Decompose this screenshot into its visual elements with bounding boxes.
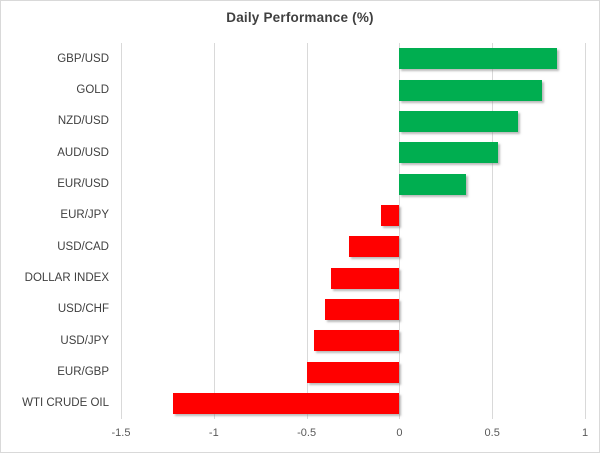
x-tick-label: -1 bbox=[208, 427, 219, 439]
category-label-wti-crude-oil: WTI CRUDE OIL bbox=[22, 397, 109, 410]
category-label-usd-cad: USD/CAD bbox=[57, 240, 109, 253]
bar-eur-gbp bbox=[306, 361, 400, 383]
x-tick-label: 0.5 bbox=[484, 427, 500, 439]
bar-gbp-usd bbox=[399, 48, 558, 70]
bar-eur-usd bbox=[399, 173, 467, 195]
gridline-x-0 bbox=[399, 43, 401, 419]
x-tick-label: 0 bbox=[396, 427, 403, 439]
bar-aud-usd bbox=[399, 142, 498, 164]
bar-dollar-index bbox=[330, 267, 400, 289]
bar-wti-crude-oil bbox=[172, 392, 400, 414]
bar-usd-jpy bbox=[314, 330, 400, 352]
gridline-x--1 bbox=[213, 43, 215, 419]
category-label-eur-gbp: EUR/GBP bbox=[57, 365, 109, 378]
x-tick-label: -0.5 bbox=[297, 427, 317, 439]
category-label-eur-jpy: EUR/JPY bbox=[60, 209, 109, 222]
bar-usd-cad bbox=[349, 236, 400, 258]
category-label-usd-chf: USD/CHF bbox=[57, 303, 109, 316]
gridline-x--1.5 bbox=[121, 43, 122, 419]
bar-nzd-usd bbox=[399, 110, 519, 132]
gridline-x-0.5 bbox=[492, 43, 494, 419]
category-label-dollar-index: DOLLAR INDEX bbox=[24, 271, 109, 284]
bar-eur-jpy bbox=[380, 204, 400, 226]
x-tick-label: -1.5 bbox=[111, 427, 131, 439]
category-label-gold: GOLD bbox=[76, 83, 109, 96]
gridline-x--0.5 bbox=[306, 43, 308, 419]
plot-area bbox=[121, 43, 586, 419]
gridline-x-1 bbox=[585, 43, 586, 419]
bar-gold bbox=[399, 79, 543, 101]
bar-usd-chf bbox=[325, 298, 400, 320]
category-label-eur-usd: EUR/USD bbox=[57, 177, 109, 190]
category-label-aud-usd: AUD/USD bbox=[57, 146, 109, 159]
category-label-gbp-usd: GBP/USD bbox=[57, 52, 109, 65]
x-tick-label: 1 bbox=[581, 427, 589, 439]
category-label-nzd-usd: NZD/USD bbox=[57, 115, 109, 128]
category-label-usd-jpy: USD/JPY bbox=[60, 334, 109, 347]
chart-title: Daily Performance (%) bbox=[226, 10, 374, 25]
